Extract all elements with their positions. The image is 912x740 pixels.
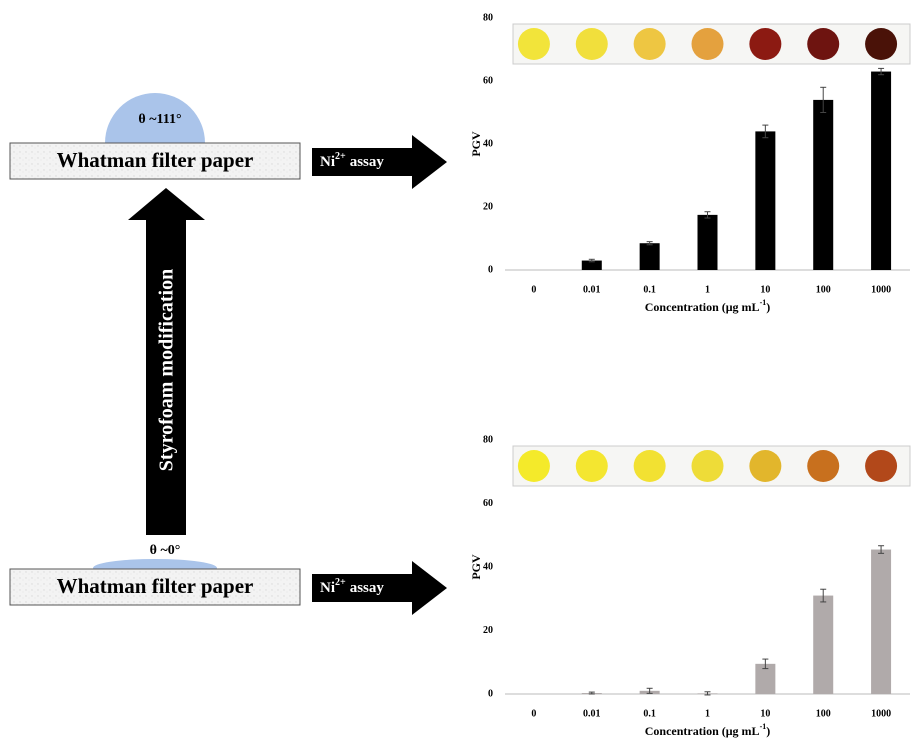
spot <box>634 28 666 60</box>
y-tick-label: 20 <box>483 625 493 636</box>
label-part: ) <box>766 300 770 314</box>
spot <box>518 28 550 60</box>
modification-label: Styrofoam modification <box>156 269 178 471</box>
x-tick-label: 100 <box>816 708 831 719</box>
spot <box>576 450 608 482</box>
spot <box>634 450 666 482</box>
y-tick-label: 80 <box>483 12 493 23</box>
spot <box>807 450 839 482</box>
bar <box>755 131 775 270</box>
x-axis-label: Concentration (μg mL-1) <box>645 722 770 738</box>
x-axis-label: Concentration (μg mL-1) <box>645 298 770 314</box>
assay-label: Ni2+assay <box>320 577 384 596</box>
spot <box>865 450 897 482</box>
bar <box>640 243 660 270</box>
spot <box>692 28 724 60</box>
y-axis-label: PGV <box>469 131 483 157</box>
label-part: Concentration (μg mL <box>645 300 760 314</box>
paper-label: Whatman filter paper <box>57 574 254 598</box>
label-part: Concentration (μg mL <box>645 724 760 738</box>
x-tick-label: 0.01 <box>583 284 601 295</box>
x-tick-label: 1 <box>705 284 710 295</box>
spot <box>749 450 781 482</box>
spot <box>576 28 608 60</box>
spot <box>807 28 839 60</box>
y-tick-label: 0 <box>488 688 493 699</box>
x-tick-label: 0.1 <box>643 284 656 295</box>
x-tick-label: 100 <box>816 284 831 295</box>
x-tick-label: 10 <box>760 708 770 719</box>
y-tick-label: 60 <box>483 75 493 86</box>
x-tick-label: 0.1 <box>643 708 656 719</box>
y-tick-label: 60 <box>483 498 493 509</box>
y-tick-label: 80 <box>483 434 493 445</box>
figure: θ ~111° Whatman filter paper Ni2+assay S… <box>0 0 912 740</box>
x-tick-label: 1 <box>705 708 710 719</box>
y-axis-label: PGV <box>469 554 483 580</box>
assay-label: Ni2+assay <box>320 151 384 170</box>
bar <box>698 215 718 270</box>
x-tick-label: 0.01 <box>583 708 601 719</box>
label-part: ) <box>766 724 770 738</box>
bar <box>813 596 833 694</box>
contact-angle: θ ~111° <box>138 112 181 127</box>
label-part: -1 <box>760 298 767 307</box>
x-tick-label: 10 <box>760 284 770 295</box>
x-tick-label: 0 <box>531 284 536 295</box>
y-tick-label: 40 <box>483 561 493 572</box>
y-tick-label: 40 <box>483 138 493 149</box>
bar <box>871 72 891 270</box>
spot <box>749 28 781 60</box>
x-tick-label: 1000 <box>871 284 891 295</box>
y-tick-label: 0 <box>488 264 493 275</box>
spot <box>518 450 550 482</box>
spot <box>865 28 897 60</box>
y-tick-label: 20 <box>483 201 493 212</box>
bar <box>871 550 891 694</box>
x-tick-label: 0 <box>531 708 536 719</box>
bar <box>813 100 833 270</box>
label-part: -1 <box>760 722 767 731</box>
paper-label: Whatman filter paper <box>57 148 254 172</box>
spot <box>692 450 724 482</box>
contact-angle: θ ~0° <box>150 543 181 558</box>
x-tick-label: 1000 <box>871 708 891 719</box>
